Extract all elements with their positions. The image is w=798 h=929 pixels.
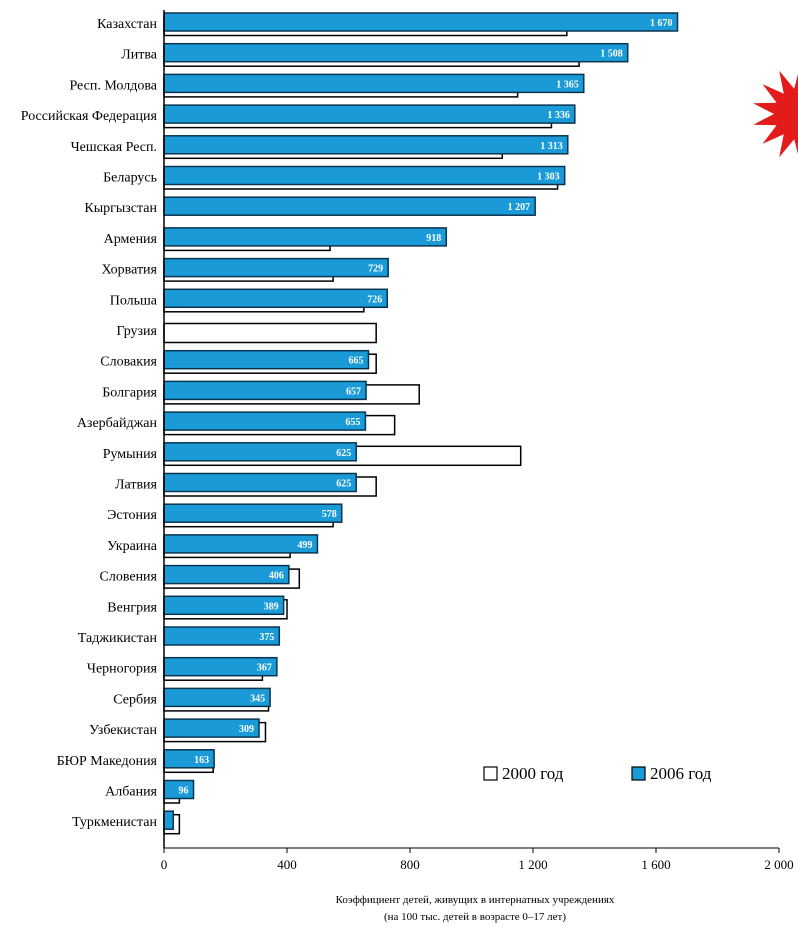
category-label: Грузия [117, 324, 158, 339]
bar-2006 [164, 351, 368, 369]
category-label: Румыния [103, 447, 158, 462]
bar-2006 [164, 412, 365, 430]
bar-value-label: 1 365 [556, 79, 579, 90]
category-label: Сербия [113, 692, 157, 707]
category-label: Кыргызстан [84, 201, 157, 216]
red-star-icon [753, 66, 798, 162]
bar-2006 [164, 381, 366, 399]
x-tick-label: 1 200 [518, 857, 547, 872]
bar-2006 [164, 474, 356, 492]
category-label: Черногория [87, 662, 158, 677]
bar-value-label: 1 508 [600, 49, 623, 60]
category-label: Беларусь [103, 171, 157, 186]
category-label: Венгрия [107, 600, 157, 615]
bar-value-label: 1 670 [650, 18, 673, 29]
bar-2006 [164, 289, 387, 307]
bar-2006 [164, 136, 568, 154]
bar-2006 [164, 44, 628, 62]
category-label: Словения [100, 570, 158, 585]
bar-value-label: 665 [348, 356, 363, 367]
x-tick-label: 800 [400, 857, 420, 872]
bar-2006 [164, 228, 446, 246]
category-label: Российская Федерация [21, 109, 158, 124]
x-axis-label: Коэффициент детей, живущих в интернатных… [336, 894, 615, 906]
bar-2006 [164, 13, 678, 31]
category-label: Польша [110, 293, 158, 308]
category-label: БЮР Македония [57, 754, 158, 769]
legend-swatch [632, 767, 645, 780]
bar-2006 [164, 105, 575, 123]
category-label: Албания [105, 785, 157, 800]
bar-2006 [164, 811, 173, 829]
category-label: Эстония [107, 508, 157, 523]
x-tick-label: 0 [161, 857, 168, 872]
category-label: Туркменистан [72, 815, 157, 830]
bar-value-label: 655 [345, 417, 360, 428]
x-tick-label: 400 [277, 857, 297, 872]
bar-value-label: 578 [322, 509, 337, 520]
bar-2006 [164, 197, 535, 215]
bar-value-label: 375 [259, 632, 274, 643]
category-label: Болгария [102, 385, 157, 400]
x-axis-label-units: (на 100 тыс. детей в возрасте 0–17 лет) [384, 911, 566, 923]
bar-2006 [164, 443, 356, 461]
category-label: Хорватия [101, 263, 157, 278]
bar-value-label: 625 [336, 479, 351, 490]
bar-value-label: 726 [367, 294, 382, 305]
category-label: Таджикистан [78, 631, 158, 646]
bar-value-label: 406 [269, 571, 284, 582]
bar-value-label: 345 [250, 693, 265, 704]
category-label: Словакия [100, 355, 157, 370]
bar-value-label: 309 [239, 724, 254, 735]
category-label: Литва [121, 48, 158, 63]
bar-value-label: 367 [257, 663, 272, 674]
bar-value-label: 729 [368, 264, 383, 275]
bar-value-label: 625 [336, 448, 351, 459]
bar-2006 [164, 74, 584, 92]
bar-value-label: 1 336 [547, 110, 570, 121]
legend: 2000 год 2006 год [484, 764, 712, 783]
category-label: Латвия [115, 478, 158, 493]
bar-2006 [164, 535, 317, 553]
legend-label: 2000 год [502, 764, 564, 783]
bar-value-label: 1 313 [540, 141, 563, 152]
x-tick-label: 2 000 [764, 857, 793, 872]
x-tick-label: 1 600 [641, 857, 670, 872]
category-label: Украина [107, 539, 158, 554]
category-labels: Казахстан Литва Респ. Молдова Российская Фе… [21, 17, 158, 830]
bar-2006 [164, 504, 342, 522]
bars-group: 1 670 1 508 1 365 1 336 1 313 1 303 1 207 918 72… [164, 13, 678, 834]
bar-value-label: 499 [297, 540, 312, 551]
bar-value-label: 1 207 [508, 202, 531, 213]
category-label: Азербайджан [77, 416, 158, 431]
bar-value-label: 96 [179, 786, 189, 797]
bar-value-label: 1 303 [537, 172, 560, 183]
bar-2006 [164, 259, 388, 277]
bar-2000 [164, 324, 376, 343]
legend-swatch [484, 767, 497, 780]
bar-value-label: 918 [426, 233, 441, 244]
category-label: Респ. Молдова [69, 78, 157, 93]
bar-2006 [164, 167, 565, 185]
bar-value-label: 389 [264, 601, 279, 612]
category-label: Армения [104, 232, 158, 247]
red-star-shape [753, 66, 798, 162]
bar-value-label: 163 [194, 755, 209, 766]
category-label: Чешская Респ. [71, 140, 157, 155]
category-label: Казахстан [97, 17, 157, 32]
bar-value-label: 657 [346, 386, 361, 397]
legend-label: 2006 год [650, 764, 712, 783]
category-label: Узбекистан [89, 723, 157, 738]
